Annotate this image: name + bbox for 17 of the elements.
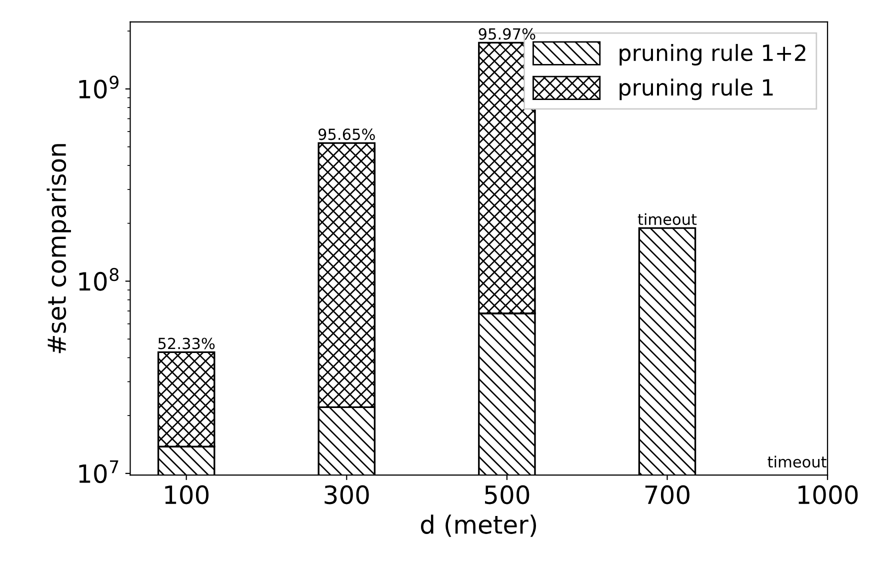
x-tick-label: 700 [645,485,690,504]
y-tick-label: 10$^{9}$ [79,76,118,99]
annotation: timeout [638,213,697,226]
annotation: 52.33% [158,338,215,350]
x-tick-label: 1000 [798,485,858,504]
annotation: timeout [768,456,826,468]
x-axis-title: d (meter) [421,514,536,537]
annotation: 95.65% [318,128,375,140]
annotation: 95.97% [478,28,536,40]
y-tick-label: 10$^{8}$ [79,268,119,291]
legend-label: pruning rule 1 [620,78,773,100]
y-axis-title: #set comparison [46,144,71,354]
legend-label: pruning rule 1+2 [620,44,806,66]
x-tick-label: 500 [485,485,530,504]
x-tick-label: 100 [165,485,209,504]
x-tick-label: 300 [324,485,369,504]
y-tick-label: 10$^{7}$ [79,460,118,484]
